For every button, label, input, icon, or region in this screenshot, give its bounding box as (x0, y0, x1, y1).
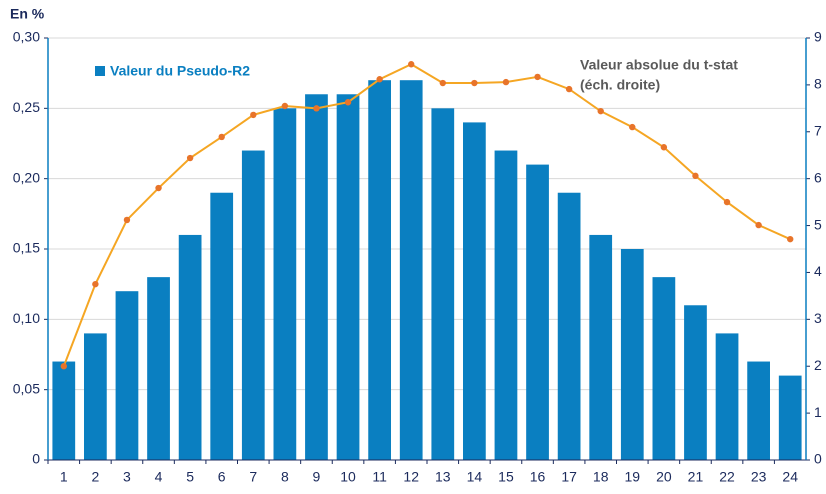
x-tick-label: 19 (625, 469, 641, 485)
y2-tick-label: 0 (814, 451, 822, 467)
bar (747, 361, 770, 460)
bar (52, 361, 76, 460)
y-tick-label: 0,30 (13, 29, 40, 45)
x-tick-label: 10 (340, 469, 356, 485)
marker (502, 78, 510, 86)
marker (660, 144, 668, 151)
x-tick-label: 15 (498, 469, 514, 485)
x-tick-label: 14 (467, 469, 483, 485)
bar (494, 150, 518, 461)
marker (155, 184, 162, 192)
legend-note: (éch. droite) (580, 77, 660, 93)
bar (241, 150, 265, 461)
bar (336, 94, 360, 461)
x-tick-label: 3 (123, 469, 131, 485)
x-tick-label: 12 (403, 469, 419, 485)
x-tick-label: 6 (218, 469, 226, 485)
x-tick-label: 18 (593, 469, 609, 485)
x-tick-label: 13 (435, 469, 451, 485)
y-tick-label: 0,25 (13, 99, 40, 115)
x-tick-label: 22 (719, 469, 735, 485)
marker (408, 61, 415, 68)
line (62, 63, 791, 367)
bar (589, 234, 613, 460)
x-tick-label: 20 (656, 469, 672, 485)
x-tick-label: 1 (60, 469, 68, 485)
legend-label: Valeur absolue du t-stat (580, 57, 738, 73)
y2-tick-label: 6 (814, 169, 822, 185)
y2-tick-label: 1 (814, 404, 822, 420)
marker (692, 172, 699, 180)
marker (92, 280, 99, 288)
bar (557, 192, 581, 460)
bar (715, 333, 739, 460)
bar (84, 333, 107, 460)
marker (218, 133, 225, 141)
bar (210, 192, 234, 460)
y2-tick-label: 9 (814, 29, 822, 45)
x-tick-label: 8 (281, 469, 289, 485)
y2-tick-label: 8 (814, 76, 822, 92)
x-tick-label: 24 (782, 469, 798, 485)
marker (344, 99, 352, 106)
marker (629, 123, 636, 131)
marker (787, 235, 794, 243)
legend-label: Valeur du Pseudo-R2 (110, 63, 250, 79)
x-tick-label: 5 (186, 469, 194, 485)
x-tick-label: 9 (313, 469, 321, 485)
y-tick-label: 0 (32, 451, 40, 467)
y-tick-label: 0,20 (13, 169, 40, 185)
bar (305, 94, 328, 461)
bar (178, 234, 202, 460)
y2-tick-label: 2 (814, 357, 822, 373)
marker (186, 154, 194, 162)
x-tick-label: 16 (530, 469, 546, 485)
y-tick-label: 0,15 (13, 240, 40, 256)
bar (273, 108, 297, 460)
marker (60, 363, 67, 370)
x-tick-label: 2 (91, 469, 99, 485)
marker (123, 216, 131, 224)
x-tick-label: 11 (372, 469, 387, 485)
bar (368, 80, 391, 460)
marker (439, 79, 446, 87)
marker (471, 79, 478, 87)
marker (281, 102, 289, 110)
legend-swatch (95, 66, 105, 76)
y2-tick-label: 5 (814, 216, 822, 232)
bar (147, 277, 170, 460)
bar (431, 108, 455, 460)
x-tick-label: 21 (688, 469, 704, 485)
bar (115, 291, 139, 460)
bar (778, 375, 802, 460)
marker (755, 221, 762, 229)
marker (376, 76, 383, 83)
marker (250, 111, 257, 119)
y2-tick-label: 7 (814, 122, 822, 138)
bar (652, 277, 676, 460)
bar (399, 80, 423, 460)
y2-tick-label: 3 (814, 310, 822, 326)
bar (463, 122, 486, 461)
marker (313, 105, 320, 112)
x-tick-label: 23 (751, 469, 767, 485)
marker (534, 73, 541, 81)
y-tick-label: 0,05 (13, 380, 40, 396)
x-tick-label: 7 (249, 469, 257, 485)
y-axis-label: En % (10, 6, 45, 22)
marker (565, 85, 573, 93)
bar (526, 164, 549, 460)
y2-tick-label: 4 (814, 263, 822, 279)
marker (597, 107, 604, 115)
x-tick-label: 4 (155, 469, 163, 485)
marker (723, 198, 731, 206)
x-tick-label: 17 (561, 469, 577, 485)
y-tick-label: 0,10 (13, 310, 40, 326)
bar (684, 305, 707, 460)
bar (620, 249, 644, 460)
